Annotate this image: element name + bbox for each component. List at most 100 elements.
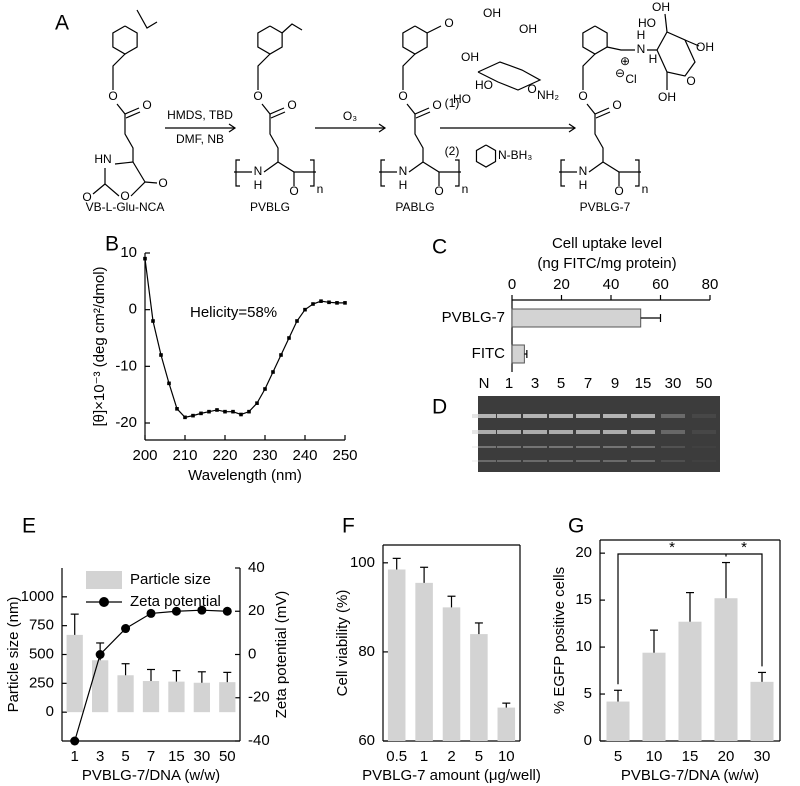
atom-label: n [317,182,324,196]
gel-band [576,446,600,448]
x-tick-label: 210 [172,447,197,464]
y-tick-label: 80 [358,643,375,660]
atom-label: O [289,184,298,198]
bar [442,607,461,741]
bar [511,308,642,328]
atom-label: NH₂ [537,88,559,102]
atom-label: N [637,42,646,56]
y-tick-label: 500 [29,645,54,662]
benzene-ring [257,25,283,55]
y-axis-label: Particle size (nm) [5,597,22,713]
bond [124,114,134,162]
bar [415,582,433,741]
lane-label: N [479,375,490,392]
annotation: Helicity=58% [190,304,277,321]
data-point [279,353,283,357]
sugar-ring [477,61,542,91]
y-tick-label: 10 [575,638,592,655]
x-axis-label: (ng FITC/mg protein) [537,255,676,272]
bond [426,25,442,34]
sugar-ring [647,31,696,77]
data-point [151,319,155,323]
gel-band [692,446,716,448]
compound-name: PABLG [395,200,434,214]
x-tick-label: 30 [754,748,771,765]
data-point [171,606,181,616]
x-tick-label: 15 [682,748,699,765]
panel-label: G [568,515,584,538]
data-point [207,409,211,414]
arrow-head [378,123,387,133]
x-tick-label: 0 [508,276,516,293]
gel-band [692,414,716,418]
data-point [199,411,203,416]
x-tick-label: 220 [212,447,237,464]
bracket [380,159,385,187]
y-tick-label: -20 [115,414,137,431]
bar [470,634,488,741]
bar [193,682,210,713]
data-point [121,624,131,634]
bond [92,183,106,195]
y2-axis-label: Zeta potential (mV) [273,591,290,719]
data-point [159,353,163,357]
panel-label: D [432,396,447,419]
data-point [263,387,267,391]
x-tick-label: 15 [168,748,185,765]
atom-label: O [578,89,587,103]
gel-band [472,414,496,418]
bar [219,682,236,713]
y-tick-label: 1000 [21,588,54,605]
gel-band [523,430,547,434]
panel-label: F [342,515,355,538]
data-point [247,409,251,414]
x-tick-label: 30 [194,748,211,765]
gel-band [576,414,600,418]
legend-label: Particle size [130,571,211,588]
atom-label: O [432,98,441,112]
bar [117,675,134,713]
lane-label: 50 [696,375,713,392]
bar [387,569,406,741]
data-point [255,401,259,405]
gel-band [661,430,685,434]
data-point [295,319,299,323]
arrow-head [568,123,577,133]
x-tick-label: 250 [332,447,357,464]
bond [402,53,416,90]
reagent: O₃ [343,109,357,123]
gel-band [523,446,547,448]
panel-label: A [55,12,69,35]
data-point [303,307,307,312]
gel-band [576,430,600,434]
data-point [70,736,80,746]
x-tick-label: 10 [498,748,515,765]
lane-label: 30 [665,375,682,392]
bond [112,53,126,90]
atom-label: N [254,164,263,178]
bar [678,621,702,741]
bar [714,598,738,741]
bar [750,681,774,741]
data-point [146,608,156,618]
bond [263,161,279,173]
atom-label: O [287,98,296,112]
data-point [319,299,323,303]
data-point [95,650,105,659]
atom-label: H [637,28,646,42]
x-tick-label: 1 [71,748,79,765]
gel-band [631,414,655,418]
gel-band [576,460,600,462]
y-tick-label: 60 [358,732,375,749]
atom-label: OH [483,6,501,20]
lane-label: 3 [531,375,539,392]
bond [414,114,424,162]
bond [588,161,604,173]
gel-band [523,414,547,418]
bond [606,46,635,51]
bracket [455,159,460,187]
data-point [191,413,195,418]
bar [606,701,630,741]
bar [168,681,185,713]
